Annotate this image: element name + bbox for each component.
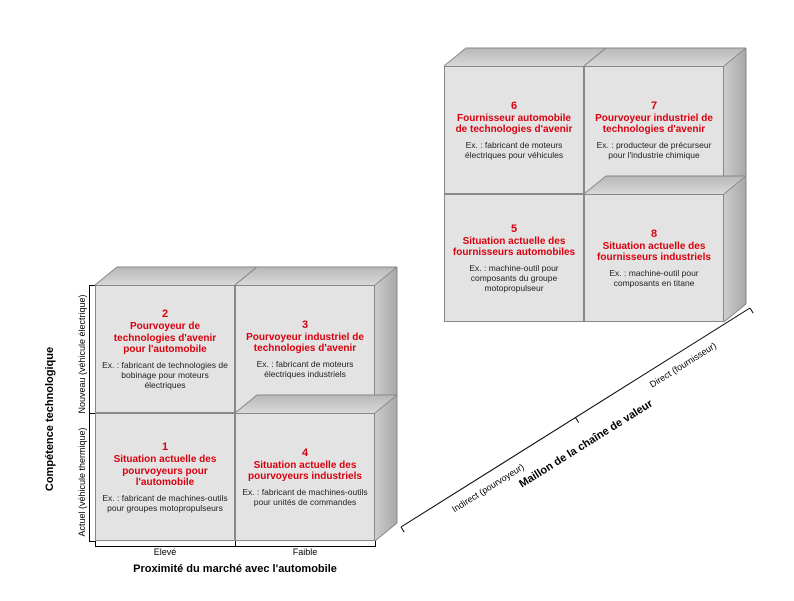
cell-example: Ex. : fabricant de moteurs électriques p… (451, 140, 577, 160)
cell-number: 8 (651, 228, 657, 240)
x-axis-label: Proximité du marché avec l'automobile (95, 563, 375, 575)
y-sub-bottom: Actuel (véhicule thermique) (77, 407, 87, 557)
cell-example: Ex. : fabricant de machines-outils pour … (242, 487, 368, 507)
cell-title: Situation actuelle des pourvoyeurs indus… (242, 460, 368, 483)
cell-number: 7 (651, 100, 657, 112)
cell-number: 5 (511, 223, 517, 235)
cell-title: Pourvoyeur de technologies d'avenir pour… (102, 321, 228, 356)
cell-number: 6 (511, 100, 517, 112)
cell-number: 4 (302, 447, 308, 459)
cell-example: Ex. : producteur de précurseur pour l'in… (591, 140, 717, 160)
y-axis-label: Compétence technologique (44, 334, 56, 504)
cell-title: Pourvoyeur industriel de technologies d'… (242, 332, 368, 355)
cell-title: Situation actuelle des fournisseurs auto… (451, 236, 577, 259)
x-sub-left: Elevé (95, 547, 235, 557)
cell-title: Fournisseur automobile de technologies d… (451, 113, 577, 136)
cell-number: 2 (162, 308, 168, 320)
cell-example: Ex. : machine-outil pour composants en t… (591, 268, 717, 288)
diag-axis-label: Maillon de la chaîne de valeur (498, 385, 674, 501)
cell-number: 3 (302, 319, 308, 331)
cell-title: Pourvoyeur industriel de technologies d'… (591, 113, 717, 136)
diag-sub-far: Direct (fournisseur) (630, 329, 737, 401)
cell-example: Ex. : fabricant de technologies de bobin… (102, 360, 228, 391)
cell-example: Ex. : fabricant de machines-outils pour … (102, 493, 228, 513)
x-sub-right: Faible (235, 547, 375, 557)
diagram-container: 5Situation actuelle des fournisseurs aut… (0, 0, 794, 601)
cell-title: Situation actuelle des fournisseurs indu… (591, 241, 717, 264)
cell-example: Ex. : fabricant de moteurs électriques i… (242, 359, 368, 379)
cell-title: Situation actuelle des pourvoyeurs pour … (102, 454, 228, 489)
cell-number: 1 (162, 441, 168, 453)
cell-example: Ex. : machine-outil pour composants du g… (451, 263, 577, 294)
